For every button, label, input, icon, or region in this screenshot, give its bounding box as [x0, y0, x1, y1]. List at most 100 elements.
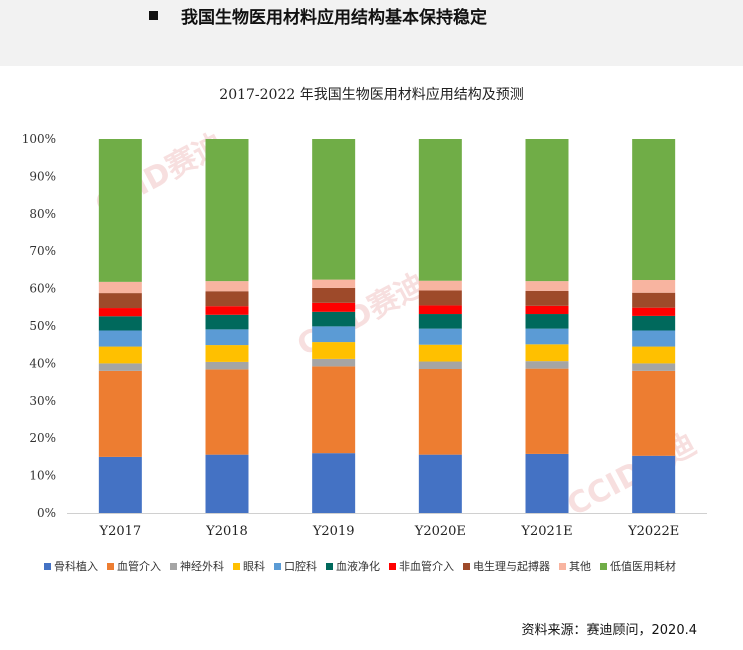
bar-segment [98, 316, 142, 331]
bar-segment [312, 342, 356, 359]
bar-segment [98, 346, 142, 364]
bar-segment [418, 139, 462, 281]
legend-label: 神经外科 [180, 560, 224, 573]
legend-swatch [600, 562, 607, 570]
y-tick-label: 50% [29, 319, 56, 333]
bar-segment [525, 361, 569, 369]
bar-segment [418, 314, 462, 329]
bar-segment [312, 326, 356, 343]
bar-segment [418, 280, 462, 291]
bar-segment [205, 369, 249, 455]
bar-segment [98, 281, 142, 294]
stacked-bar-chart: 0% 10% 20% 30% 40% 50% 60% 70% 80% 90% 100% Y2017 Y2… [22, 132, 707, 539]
legend-item: 神经外科 [170, 558, 224, 574]
bar-segment [205, 306, 249, 315]
bar-segment [418, 305, 462, 315]
bar-segment [98, 370, 142, 457]
legend-label: 血管介入 [117, 560, 161, 573]
bar-segment [632, 370, 676, 456]
y-tick-label: 10% [29, 469, 56, 483]
y-tick-label: 80% [29, 207, 56, 221]
legend-label: 电生理与起搏器 [473, 560, 550, 573]
bar-segment [312, 302, 356, 312]
bar-segment [418, 344, 462, 362]
bar-segment [205, 329, 249, 346]
legend-item: 血液净化 [326, 558, 380, 574]
bar-segment [632, 363, 676, 371]
y-tick-label: 30% [29, 394, 56, 408]
legend-swatch [44, 562, 51, 570]
bar-segment [205, 314, 249, 330]
page-title: 我国生物医用材料应用结构基本保持稳定 [181, 8, 487, 28]
chart-legend: 骨科植入 血管介入 神经外科 眼科 口腔科 血液净化 非血管介入 电生理与起搏器 其他 低值医用耗… [44, 558, 734, 574]
legend-label: 血液净化 [336, 560, 380, 573]
y-tick-label: 0% [37, 506, 56, 520]
bar-segment [525, 314, 569, 329]
legend-swatch [326, 562, 333, 570]
bar-segment [312, 287, 356, 303]
x-tick-label: Y2020E [414, 524, 466, 539]
bar-segment [205, 345, 249, 362]
bar-segment [205, 454, 249, 513]
bar-segment [632, 139, 676, 280]
bar-segment [632, 279, 676, 293]
bar-segment [525, 368, 569, 454]
bar-segment [525, 281, 569, 291]
y-tick-label: 70% [29, 244, 56, 258]
bar-segment [418, 361, 462, 370]
legend-label: 眼科 [243, 560, 265, 573]
bar-segment [632, 330, 676, 347]
bar-segment [205, 139, 249, 282]
chart-title: 2017-2022 年我国生物医用材料应用结构及预测 [219, 87, 524, 103]
bar-segment [205, 291, 249, 307]
header-band: 我国生物医用材料应用结构基本保持稳定 [0, 0, 743, 66]
legend-swatch [170, 562, 177, 570]
x-tick-label: Y2018 [205, 524, 248, 539]
legend-swatch [389, 562, 396, 570]
bar-segment [632, 315, 676, 331]
bar-segment [98, 330, 142, 347]
bar-segment [525, 305, 569, 315]
legend-label: 非血管介入 [399, 560, 454, 573]
bar-segment [418, 328, 462, 345]
bar-segment [632, 455, 676, 513]
legend-item: 低值医用耗材 [600, 558, 676, 574]
bar-segment [312, 279, 356, 288]
bar-segment [632, 346, 676, 364]
y-tick-label: 100% [22, 132, 56, 146]
x-tick-label: Y2019 [312, 524, 355, 539]
bar-segment [525, 328, 569, 345]
bar-segment [312, 311, 356, 327]
x-tick-label: Y2021E [520, 524, 572, 539]
bar-segment [525, 139, 569, 282]
legend-swatch [274, 562, 281, 570]
bar-segment [312, 358, 356, 367]
bar-segment [312, 139, 356, 280]
bar-segment [205, 281, 249, 292]
y-tick-label: 40% [29, 356, 56, 370]
legend-label: 骨科植入 [54, 560, 98, 573]
bar-segment [312, 366, 356, 454]
bullet-square-icon [149, 11, 158, 20]
bar-segment [632, 292, 676, 308]
legend-item: 眼科 [233, 558, 265, 574]
legend-item: 骨科植入 [44, 558, 98, 574]
legend-item: 其他 [559, 558, 591, 574]
legend-label: 低值医用耗材 [610, 560, 676, 573]
bar-segment [418, 454, 462, 513]
bar-segment [205, 361, 249, 370]
y-tick-label: 20% [29, 431, 56, 445]
bar-segment [525, 290, 569, 306]
legend-label: 口腔科 [284, 560, 317, 573]
source-note: 资料来源：赛迪顾问，2020.4 [521, 623, 698, 638]
x-tick-label: Y2017 [98, 524, 141, 539]
bar-segment [312, 453, 356, 513]
legend-item: 非血管介入 [389, 558, 454, 574]
bar-segment [525, 344, 569, 362]
legend-swatch [463, 562, 470, 570]
bar-segment [98, 363, 142, 371]
legend-item: 电生理与起搏器 [463, 558, 550, 574]
bar-segment [98, 293, 142, 309]
bar-segment [632, 307, 676, 316]
bar-segment [525, 453, 569, 513]
